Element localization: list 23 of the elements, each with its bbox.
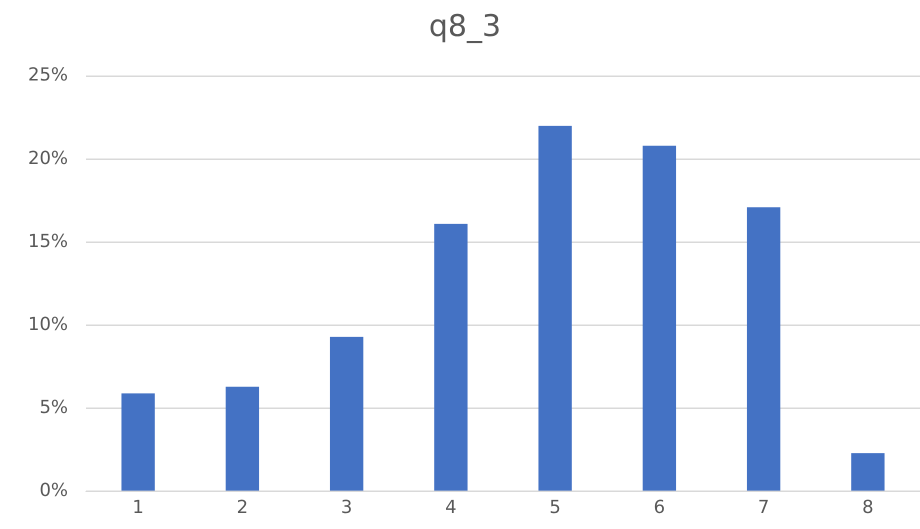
x-tick-label: 7 [758,496,770,518]
y-tick-label: 10% [28,314,68,335]
x-tick-label: 5 [549,496,561,518]
bar [121,393,155,491]
bar [851,453,885,491]
x-tick-label: 2 [236,496,248,518]
y-tick-label: 15% [28,230,68,252]
bar [538,126,572,491]
y-tick-label: 0% [39,480,68,502]
bar [226,386,260,491]
chart-title: q8_3 [428,8,502,44]
y-tick-label: 20% [28,148,68,169]
x-tick-label: 6 [654,496,666,518]
x-tick-label: 4 [445,496,457,518]
x-tick-label: 3 [340,496,352,518]
y-tick-label: 25% [28,64,68,86]
bar [642,146,676,491]
bar [746,207,780,491]
x-tick-label: 8 [862,496,874,518]
bar [434,224,468,491]
bar [330,336,364,491]
y-tick-label: 5% [39,396,68,418]
x-tick-label: 1 [132,496,144,518]
